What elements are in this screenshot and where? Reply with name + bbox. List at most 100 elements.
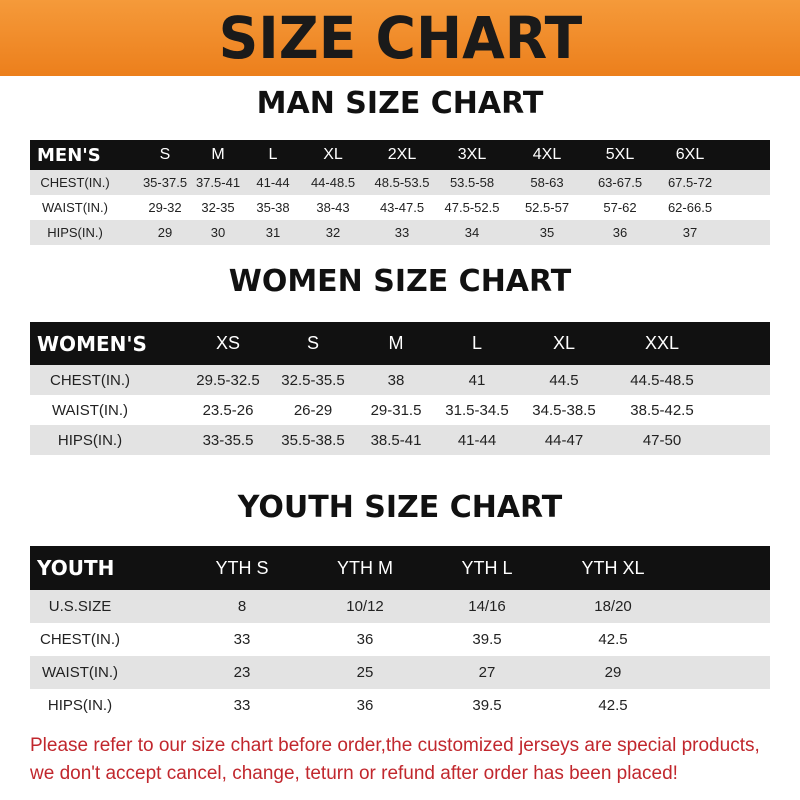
size-header: L [471, 333, 483, 353]
table-row: HIPS(IN.) 33 36 39.5 42.5 [30, 689, 770, 722]
table-cell: 36 [356, 631, 374, 648]
table-cell: 34.5-38.5 [532, 401, 596, 419]
table-cell: 10/12 [346, 598, 384, 615]
size-header: S [159, 146, 171, 163]
table-cell: 47-50 [642, 431, 682, 449]
table-title-cell: WOMEN'S [37, 331, 147, 356]
table-cell: 62-66.5 [667, 200, 713, 215]
size-header: S [306, 333, 320, 353]
size-header: M [388, 333, 404, 353]
table-cell: 32 [325, 225, 341, 240]
table-cell: 67.5-72 [667, 175, 713, 190]
table-cell: 38.5-42.5 [630, 401, 694, 419]
table-cell: 53.5-58 [449, 175, 495, 190]
table-cell: 57-62 [603, 200, 637, 215]
row-label: WAIST(IN.) [51, 401, 129, 419]
size-header: 2XL [387, 146, 417, 163]
table-cell: 47.5-52.5 [444, 200, 500, 215]
row-label: CHEST(IN.) [40, 175, 110, 190]
table-cell: 63-67.5 [597, 175, 643, 190]
table-cell: 44.5-48.5 [630, 371, 694, 389]
women-title: WOMEN SIZE CHART [228, 264, 572, 299]
table-cell: 29 [157, 225, 173, 240]
table-cell: 37 [682, 225, 698, 240]
men-title: MAN SIZE CHART [256, 86, 544, 121]
table-cell: 37.5-41 [195, 175, 241, 190]
table-cell: 42.5 [598, 631, 628, 648]
table-cell: 32-35 [201, 200, 235, 215]
table-cell: 58-63 [530, 175, 564, 190]
youth-title: YOUTH SIZE CHART [237, 490, 563, 525]
table-title-cell: YOUTH [37, 556, 115, 580]
table-cell: 44-47 [544, 431, 584, 449]
table-row: WAIST(IN.) 23.5-26 26-29 29-31.5 31.5-34.5 34… [30, 395, 770, 425]
size-header: 5XL [605, 146, 635, 163]
row-label: WAIST(IN.) [42, 200, 108, 215]
table-cell: 35-38 [256, 200, 290, 215]
size-header: L [268, 146, 278, 163]
table-cell: 35 [539, 225, 555, 240]
women-header-row: WOMEN'S XS S M L XL XXL [30, 322, 770, 365]
size-header: XS [215, 333, 241, 353]
size-header: YTH S [215, 557, 269, 578]
banner-title: SIZE CHART [218, 4, 582, 72]
men-table: MEN'S S M L XL 2XL 3XL 4XL 5XL 6XL CHEST(IN.) 35-37… [30, 140, 770, 245]
table-cell: 29-31.5 [370, 401, 422, 419]
table-cell: 39.5 [472, 697, 502, 714]
table-cell: 29.5-32.5 [196, 371, 260, 389]
table-cell: 44-48.5 [310, 175, 356, 190]
table-cell: 39.5 [472, 631, 502, 648]
size-header: M [211, 146, 225, 163]
row-label: HIPS(IN.) [47, 697, 113, 714]
table-cell: 52.5-57 [524, 200, 570, 215]
table-cell: 31.5-34.5 [445, 401, 509, 419]
size-header: 3XL [457, 146, 487, 163]
men-header-row: MEN'S S M L XL 2XL 3XL 4XL 5XL 6XL [30, 140, 770, 170]
row-label: HIPS(IN.) [57, 431, 123, 449]
table-cell: 38-43 [316, 200, 350, 215]
table-cell: 41 [468, 371, 486, 389]
table-cell: 36 [612, 225, 628, 240]
table-cell: 30 [210, 225, 226, 240]
table-row: HIPS(IN.) 29 30 31 32 33 34 35 36 37 [30, 220, 770, 245]
table-cell: 29-32 [148, 200, 182, 215]
size-header: YTH M [337, 557, 393, 578]
table-cell: 23.5-26 [202, 401, 254, 419]
youth-table: YOUTH YTH S YTH M YTH L YTH XL U.S.SIZE 8 10/12… [30, 546, 770, 722]
table-cell: 26-29 [293, 401, 333, 419]
row-label: U.S.SIZE [48, 598, 112, 615]
table-title-cell: MEN'S [37, 144, 101, 166]
table-cell: 34 [464, 225, 480, 240]
women-table: WOMEN'S XS S M L XL XXL CHEST(IN.) 29.5-32.5 32.5… [30, 322, 770, 455]
size-header: XL [552, 333, 576, 353]
table-cell: 14/16 [468, 598, 506, 615]
table-cell: 35.5-38.5 [281, 431, 345, 449]
size-header: XL [323, 146, 343, 163]
table-cell: 8 [237, 598, 247, 615]
table-cell: 43-47.5 [379, 200, 425, 215]
table-cell: 36 [356, 697, 374, 714]
table-cell: 31 [265, 225, 281, 240]
table-cell: 18/20 [594, 598, 632, 615]
size-header: 4XL [532, 146, 562, 163]
table-row: HIPS(IN.) 33-35.5 35.5-38.5 38.5-41 41-44 44-… [30, 425, 770, 455]
table-cell: 25 [356, 664, 374, 681]
banner: SIZE CHART [0, 0, 800, 76]
table-cell: 44.5 [549, 371, 579, 389]
table-cell: 32.5-35.5 [281, 371, 345, 389]
table-row: WAIST(IN.) 29-32 32-35 35-38 38-43 43-47.5 47.… [30, 195, 770, 220]
row-label: HIPS(IN.) [47, 225, 103, 240]
table-cell: 42.5 [598, 697, 628, 714]
table-row: CHEST(IN.) 33 36 39.5 42.5 [30, 623, 770, 656]
table-cell: 41-44 [457, 431, 497, 449]
size-header: YTH XL [581, 557, 645, 578]
table-cell: 38.5-41 [370, 431, 422, 449]
table-cell: 29 [604, 664, 622, 681]
row-label: CHEST(IN.) [40, 631, 120, 648]
size-header: YTH L [461, 557, 513, 578]
table-cell: 33 [233, 631, 251, 648]
table-cell: 33 [394, 225, 410, 240]
table-cell: 38 [387, 371, 405, 389]
youth-header-row: YOUTH YTH S YTH M YTH L YTH XL [30, 546, 770, 590]
table-cell: 33-35.5 [202, 431, 254, 449]
